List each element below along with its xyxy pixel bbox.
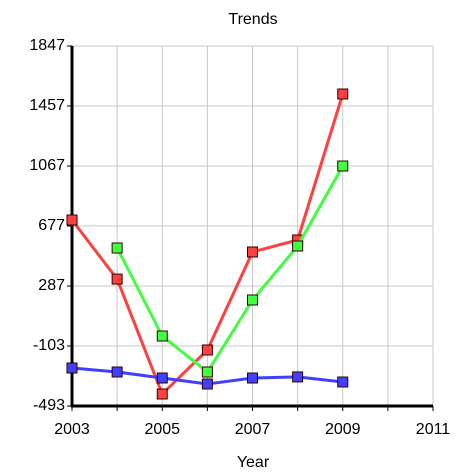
point-marker [292,371,304,383]
y-tick-label: 287 [38,277,65,294]
point-marker [156,372,168,384]
x-tick-label: 2003 [54,421,90,438]
x-tick-label: 2009 [325,421,361,438]
point-marker [111,366,123,378]
point-marker [201,344,213,356]
y-tick-label: 677 [38,217,65,234]
x-tick-label: 2011 [416,421,451,438]
x-tick-label: 2007 [235,421,271,438]
point-marker [337,88,349,100]
point-marker [111,242,123,254]
y-tick-label: 1847 [29,37,65,54]
point-marker [66,362,78,374]
point-marker [292,240,304,252]
point-marker [201,378,213,390]
point-marker [247,294,258,306]
chart-title: Trends [228,11,277,28]
series-line [115,165,345,375]
point-marker [337,160,349,172]
point-marker [111,273,123,285]
point-marker [247,372,258,384]
y-tick-label: 1067 [29,157,65,174]
point-marker [156,330,168,342]
y-tick-label: -103 [33,337,65,354]
point-marker [337,376,349,388]
point-marker [247,246,258,258]
point-marker [201,366,213,378]
point-marker [156,388,168,400]
x-axis-label: Year [237,454,270,471]
y-tick-label: -493 [33,397,65,414]
point-marker [66,214,78,226]
x-tick-label: 2005 [144,421,180,438]
y-tick-label: 1457 [29,97,65,114]
